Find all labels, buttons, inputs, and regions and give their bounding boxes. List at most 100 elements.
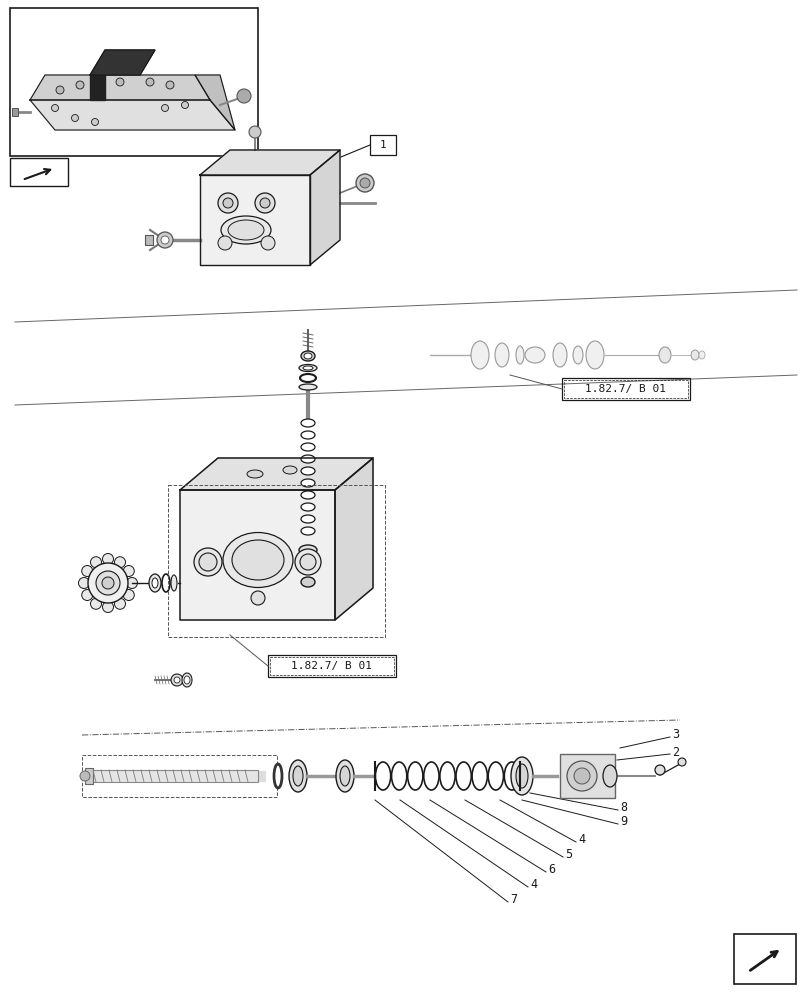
Ellipse shape [162,574,169,592]
Text: 2: 2 [672,746,678,758]
Bar [85,768,93,784]
Ellipse shape [659,347,670,363]
Circle shape [174,677,180,683]
Polygon shape [195,75,234,130]
Ellipse shape [391,762,406,790]
Ellipse shape [301,431,315,439]
Circle shape [217,236,232,250]
Polygon shape [90,75,105,100]
Text: 1: 1 [380,140,386,150]
Ellipse shape [301,527,315,535]
Ellipse shape [289,760,307,792]
Ellipse shape [375,762,390,790]
Ellipse shape [603,765,616,787]
Bar [12,108,18,116]
Ellipse shape [184,676,190,684]
Ellipse shape [148,574,161,592]
Text: 8: 8 [620,801,626,814]
Circle shape [161,105,169,112]
Ellipse shape [194,548,221,576]
Ellipse shape [525,347,544,363]
Circle shape [157,232,173,248]
Ellipse shape [301,577,315,587]
Ellipse shape [423,762,439,790]
Circle shape [237,89,251,103]
Bar [90,770,258,782]
Ellipse shape [301,455,315,463]
Ellipse shape [301,491,315,499]
Ellipse shape [299,374,315,382]
Bar [10,158,68,186]
Bar [733,934,795,984]
Ellipse shape [228,220,264,240]
Bar [10,8,258,156]
Circle shape [51,105,58,112]
Ellipse shape [690,350,698,360]
Ellipse shape [301,515,315,523]
Text: 1.82.7/ B 01: 1.82.7/ B 01 [585,384,666,394]
Bar [145,235,152,245]
Polygon shape [30,100,234,130]
Ellipse shape [298,384,316,390]
Bar [560,754,614,798]
Text: 1.82.7/ B 01: 1.82.7/ B 01 [291,661,372,671]
Bar [561,378,689,400]
Circle shape [654,765,664,775]
Text: 3: 3 [672,728,678,742]
Ellipse shape [247,470,263,478]
Circle shape [217,193,238,213]
Circle shape [102,577,114,589]
Ellipse shape [470,341,488,369]
Circle shape [102,601,114,612]
Circle shape [127,578,137,588]
Ellipse shape [223,532,293,587]
Ellipse shape [171,575,177,591]
Ellipse shape [283,466,297,474]
Circle shape [355,174,374,192]
Ellipse shape [573,346,582,364]
Circle shape [249,126,260,138]
Bar [270,657,393,675]
Circle shape [88,563,128,603]
Ellipse shape [586,341,603,369]
Circle shape [123,589,134,600]
Ellipse shape [515,346,523,364]
Circle shape [82,566,92,576]
Circle shape [79,578,89,588]
Bar [268,655,396,677]
Ellipse shape [471,762,487,790]
Circle shape [92,119,98,126]
Ellipse shape [336,760,354,792]
Ellipse shape [182,673,191,687]
Ellipse shape [294,549,320,575]
Ellipse shape [152,578,158,588]
Polygon shape [335,458,372,620]
Ellipse shape [407,762,423,790]
Ellipse shape [510,757,532,795]
Ellipse shape [232,540,284,580]
Ellipse shape [515,764,527,788]
Polygon shape [30,75,210,100]
Polygon shape [180,458,372,490]
Polygon shape [180,490,335,620]
Ellipse shape [301,479,315,487]
Ellipse shape [504,762,519,790]
Circle shape [182,102,188,109]
Text: 7: 7 [509,893,517,906]
Ellipse shape [199,553,217,571]
Ellipse shape [301,503,315,511]
Ellipse shape [298,364,316,371]
Circle shape [114,598,126,609]
Circle shape [251,591,264,605]
Circle shape [260,198,270,208]
Text: 9: 9 [620,815,626,828]
Ellipse shape [301,351,315,361]
Ellipse shape [698,351,704,359]
Ellipse shape [221,216,271,244]
Polygon shape [310,150,340,265]
Circle shape [102,554,114,564]
Bar [82,755,277,797]
Bar [168,485,384,637]
Circle shape [161,236,169,244]
Text: 6: 6 [547,863,555,876]
